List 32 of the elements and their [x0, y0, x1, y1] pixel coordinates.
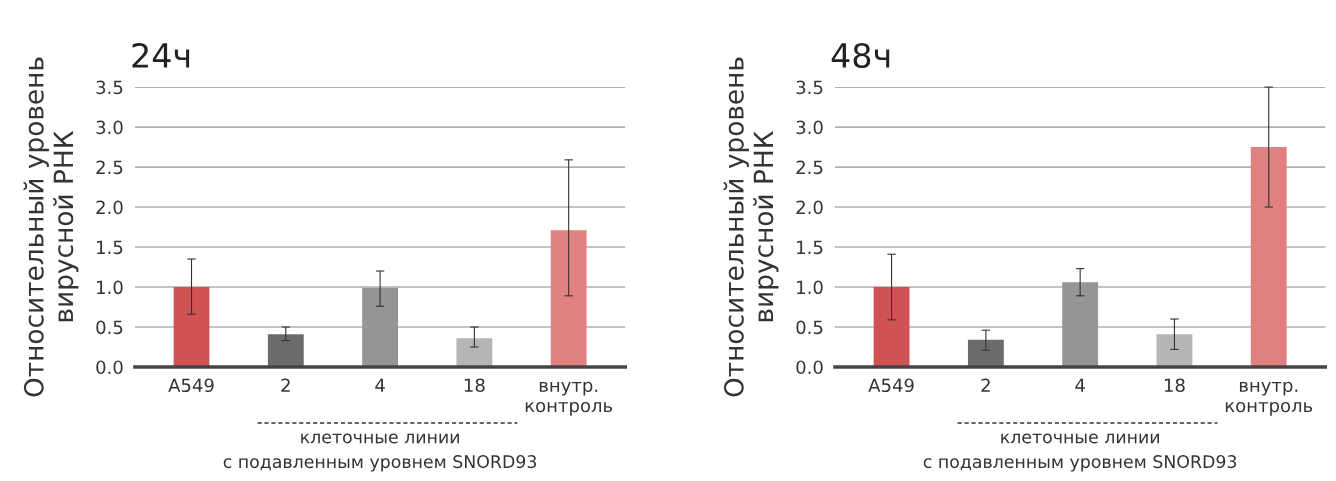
y-tick-label: 3.0 [96, 120, 123, 135]
x-tick-label: 2 [981, 378, 990, 392]
y-tick-label: 2.5 [96, 160, 123, 175]
y-tick-label: 3.5 [796, 80, 823, 95]
x-axis-title: клеточные линии с подавленным уровнем SNORD93 [223, 433, 537, 472]
y-tick-label: 1.0 [97, 280, 123, 295]
x-tick-label: 2 [281, 378, 290, 392]
y-tick-label: 1.0 [797, 280, 823, 295]
x-axis-title: клеточные линии с подавленным уровнем SNORD93 [923, 433, 1237, 472]
x-tick-label: 4 [1075, 378, 1085, 392]
y-tick-label: 3.0 [796, 120, 823, 135]
y-tick-label: 0.5 [796, 320, 823, 335]
y-tick-label: 0.0 [796, 360, 823, 375]
chart-title: 24ч [132, 42, 190, 68]
y-tick-label: 1.5 [797, 240, 823, 255]
y-axis-title: Относительный уровень вирусной РНК [723, 57, 779, 397]
y-tick-label: 0.5 [96, 320, 123, 335]
x-tick-label: внутр. контроль [1225, 381, 1313, 416]
y-tick-label: 2.0 [796, 200, 823, 215]
y-tick-label: 2.5 [796, 160, 823, 175]
y-axis-title: Относительный уровень вирусной РНК [23, 57, 79, 397]
chart-title: 48ч [831, 42, 890, 69]
x-tick-label: внутр. контроль [525, 381, 613, 416]
x-tick-label: 18 [1164, 378, 1185, 393]
y-tick-label: 3.5 [96, 80, 123, 95]
y-tick-label: 2.0 [96, 200, 123, 215]
x-tick-label: 4 [375, 378, 385, 392]
x-tick-label: A549 [868, 378, 914, 393]
y-tick-label: 1.5 [97, 240, 123, 255]
x-tick-label: A549 [168, 378, 214, 393]
x-tick-label: 18 [464, 378, 485, 393]
y-tick-label: 0.0 [96, 360, 123, 375]
